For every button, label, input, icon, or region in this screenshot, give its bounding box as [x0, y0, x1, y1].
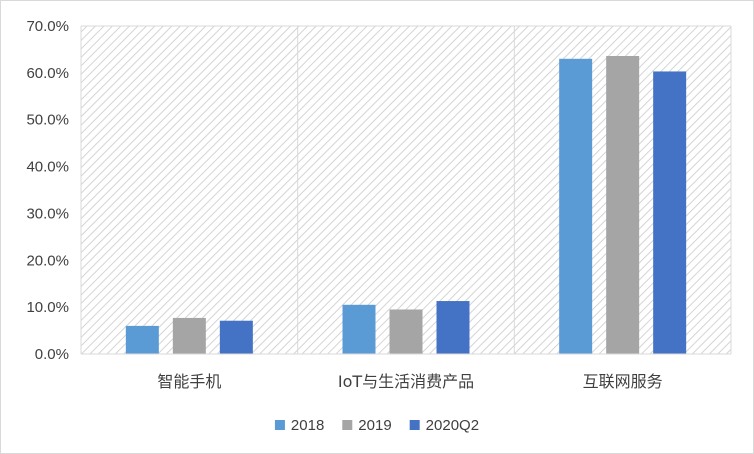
legend-swatch — [342, 420, 353, 430]
y-tick-label: 70.0% — [26, 18, 69, 35]
x-axis: 智能手机 IoT与生活消费产品 互联网服务 — [81, 353, 731, 391]
legend-swatch — [409, 420, 420, 430]
bar — [653, 71, 687, 355]
bar — [436, 301, 470, 354]
bar — [559, 58, 593, 355]
bar — [219, 320, 253, 354]
legend-swatch — [274, 420, 285, 430]
x-category-label: 互联网服务 — [583, 372, 663, 391]
y-tick-label: 50.0% — [26, 112, 69, 129]
x-category-label: 智能手机 — [157, 372, 221, 391]
bar — [606, 55, 640, 354]
y-tick-label: 20.0% — [26, 252, 69, 269]
legend: 2018 2019 2020Q2 — [274, 417, 479, 434]
y-tick-label: 60.0% — [26, 65, 69, 82]
bars — [125, 55, 687, 355]
bar — [389, 309, 423, 354]
bar — [342, 304, 376, 354]
x-category-label: IoT与生活消费产品 — [338, 372, 474, 391]
y-tick-label: 40.0% — [26, 159, 69, 176]
legend-label: 2018 — [291, 417, 324, 434]
y-tick-label: 10.0% — [26, 299, 69, 316]
legend-label: 2019 — [358, 417, 391, 434]
legend-label: 2020Q2 — [426, 417, 479, 434]
y-axis: 0.0% 10.0% 20.0% 30.0% 40.0% 50.0% 60.0% 70.0% — [26, 18, 69, 363]
y-tick-label: 0.0% — [35, 346, 69, 363]
bar — [125, 325, 159, 354]
y-tick-label: 30.0% — [26, 205, 69, 222]
bar — [172, 317, 206, 354]
